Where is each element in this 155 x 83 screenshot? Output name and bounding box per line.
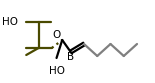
Text: HO: HO (49, 66, 64, 76)
Text: HO: HO (2, 17, 18, 27)
Text: O: O (52, 30, 61, 40)
Text: B: B (67, 52, 74, 62)
